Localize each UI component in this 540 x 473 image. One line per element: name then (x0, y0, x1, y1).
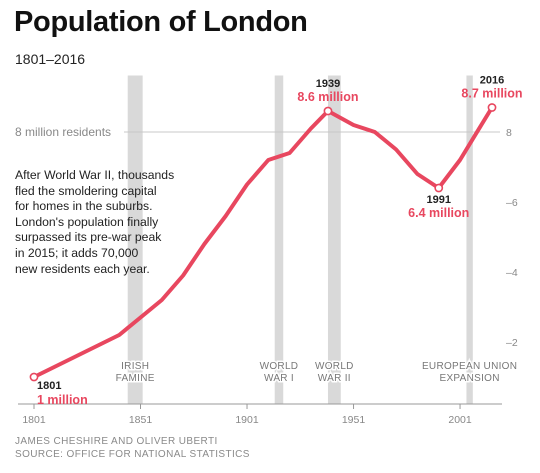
highlight-point (29, 372, 39, 382)
event-band (127, 75, 143, 404)
annotation-text: After World War II, thousands fled the s… (15, 168, 174, 277)
y-tick-label: 8 (506, 127, 512, 139)
event-label: WORLD (315, 361, 354, 372)
event-label: FAMINE (116, 373, 155, 384)
highlight-year: 1991 (427, 194, 451, 206)
highlight-year: 1801 (37, 380, 61, 392)
event-label: WAR I (264, 373, 294, 384)
chart-title: Population of London (14, 6, 308, 38)
highlight-point (323, 106, 333, 116)
annotation-line: for homes in the suburbs. (15, 199, 153, 214)
reference-line-label: 8 million residents (15, 125, 111, 139)
event-label: EUROPEAN UNION (422, 361, 517, 372)
highlight-point (487, 103, 497, 112)
event-band (274, 75, 284, 404)
highlight-year: 2016 (480, 75, 504, 87)
x-tick-label: 2001 (448, 414, 472, 426)
x-tick-label: 1901 (235, 414, 259, 426)
x-tick-label: 1801 (22, 414, 46, 426)
event-label: WORLD (260, 361, 299, 372)
highlight-value: 6.4 million (408, 206, 469, 220)
annotation-line: surpassed its pre-war peak (15, 230, 162, 245)
credit-source: SOURCE: OFFICE FOR NATIONAL STATISTICS (15, 448, 250, 460)
annotation-line: in 2015; it adds 70,000 (15, 245, 139, 260)
annotation-line: new residents each year. (15, 261, 150, 276)
event-label: IRISH (121, 361, 149, 372)
event-label: WAR II (318, 373, 351, 384)
y-tick-label: –4 (506, 267, 518, 279)
population-line (32, 105, 494, 379)
highlight-year: 1939 (316, 78, 340, 90)
credit-authors: JAMES CHESHIRE AND OLIVER UBERTI (15, 436, 218, 447)
chart-subtitle: 1801–2016 (15, 51, 86, 67)
y-tick-label: –6 (506, 197, 518, 209)
annotation-line: fled the smoldering capital (15, 183, 157, 198)
highlight-point (434, 183, 444, 193)
annotation-line: After World War II, thousands (15, 168, 175, 182)
event-band (466, 75, 473, 404)
highlight-value: 1 million (37, 393, 88, 407)
y-tick-label: –2 (506, 337, 518, 349)
highlight-value: 8.7 million (461, 87, 522, 101)
x-tick-label: 1851 (129, 414, 153, 426)
highlight-value: 8.6 million (297, 90, 358, 104)
event-label: EXPANSION (439, 373, 499, 384)
credits: JAMES CHESHIRE AND OLIVER UBERTI SOURCE:… (15, 436, 250, 461)
annotation-line: London's population finally (15, 214, 159, 229)
x-tick-label: 1951 (342, 414, 366, 426)
event-band (327, 75, 341, 404)
